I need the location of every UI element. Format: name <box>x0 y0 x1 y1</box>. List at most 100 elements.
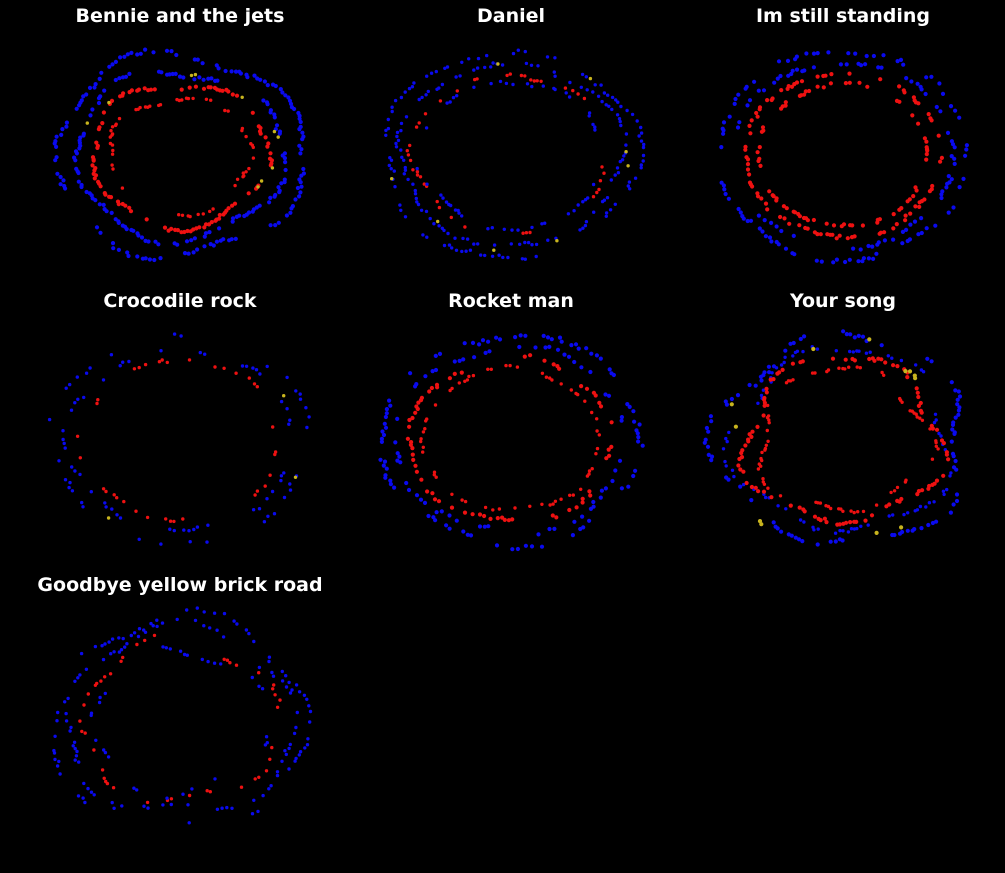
data-point-red <box>756 467 761 471</box>
data-point-red <box>152 87 157 92</box>
data-point-red <box>523 74 527 78</box>
data-point-blue <box>89 490 94 494</box>
data-point-red <box>187 358 192 362</box>
data-point-red <box>815 74 820 79</box>
data-point-blue <box>735 125 741 130</box>
data-point-red <box>930 482 935 487</box>
data-point-red <box>837 507 841 511</box>
data-point-red <box>107 194 112 199</box>
data-point-red <box>144 217 149 222</box>
data-point-blue <box>628 187 632 191</box>
data-point-blue <box>276 220 281 225</box>
data-point-red <box>206 222 212 227</box>
data-point-blue <box>416 202 421 207</box>
data-point-blue <box>64 124 69 129</box>
data-point-red <box>874 503 879 507</box>
data-point-red <box>895 498 900 503</box>
data-point-blue <box>461 236 465 241</box>
data-point-blue <box>295 185 300 191</box>
data-point-blue <box>378 457 383 462</box>
data-point-blue <box>802 334 807 339</box>
data-point-blue <box>280 759 284 763</box>
data-point-yellow <box>907 369 913 374</box>
data-point-blue <box>295 710 299 715</box>
data-point-red <box>213 218 218 223</box>
data-point-blue <box>292 731 297 736</box>
data-point-blue <box>625 402 630 407</box>
data-point-blue <box>461 357 466 362</box>
data-point-red <box>880 370 884 375</box>
data-point-blue <box>705 444 711 449</box>
data-point-blue <box>235 622 239 626</box>
data-point-blue <box>932 420 937 425</box>
data-point-blue <box>195 57 200 62</box>
data-point-blue <box>202 610 206 614</box>
data-point-blue <box>953 108 958 113</box>
data-point-red <box>908 211 913 216</box>
data-point-red <box>82 703 86 707</box>
data-point-red <box>848 223 853 228</box>
data-point-blue <box>69 408 74 412</box>
data-point-blue <box>185 608 189 612</box>
data-point-blue <box>886 354 890 358</box>
data-point-blue <box>833 531 838 535</box>
data-point-red <box>275 705 280 709</box>
data-point-blue <box>783 246 789 251</box>
data-point-blue <box>73 758 77 762</box>
data-point-blue <box>73 401 77 405</box>
data-point-blue <box>482 524 487 529</box>
data-point-blue <box>240 364 245 368</box>
data-point-blue <box>393 440 398 445</box>
data-point-blue <box>84 371 89 375</box>
data-point-blue <box>284 685 289 689</box>
data-point-blue <box>918 504 923 509</box>
panel-5: Rocket man <box>378 290 645 552</box>
data-point-blue <box>136 634 141 639</box>
data-point-red <box>602 171 606 175</box>
data-point-blue <box>215 628 219 632</box>
data-point-blue <box>606 93 610 97</box>
data-point-blue <box>957 185 962 190</box>
data-point-blue <box>460 249 464 254</box>
data-point-blue <box>206 523 210 527</box>
data-point-red <box>122 499 126 504</box>
data-point-red <box>916 394 921 400</box>
data-point-red <box>226 109 230 113</box>
data-point-red <box>780 367 785 372</box>
data-point-red <box>269 158 274 163</box>
data-point-blue <box>541 84 545 88</box>
data-point-blue <box>383 473 388 478</box>
data-point-red <box>101 110 106 115</box>
data-point-blue <box>208 242 213 247</box>
data-point-blue <box>283 749 287 753</box>
data-point-red <box>914 412 918 416</box>
data-point-blue <box>219 662 223 666</box>
data-point-red <box>869 513 875 518</box>
data-point-blue <box>518 333 523 338</box>
data-point-blue <box>254 368 259 372</box>
data-point-blue <box>857 349 861 353</box>
data-point-red <box>587 469 592 473</box>
data-point-blue <box>802 520 806 524</box>
data-point-blue <box>557 335 563 340</box>
data-point-blue <box>957 394 963 399</box>
data-point-blue <box>632 419 637 424</box>
data-point-yellow <box>85 121 90 125</box>
panel-2: Daniel <box>384 5 646 261</box>
data-point-blue <box>384 466 389 471</box>
data-point-blue <box>61 437 65 442</box>
data-point-blue <box>221 635 226 639</box>
data-point-red <box>928 427 932 431</box>
data-point-blue <box>433 353 438 358</box>
data-point-red <box>489 367 493 371</box>
data-point-red <box>841 521 846 526</box>
data-point-blue <box>270 489 275 494</box>
data-point-blue <box>879 65 884 70</box>
data-point-red <box>257 775 261 779</box>
data-point-blue <box>843 259 848 265</box>
data-point-blue <box>626 484 631 489</box>
data-point-red <box>849 509 853 513</box>
data-point-blue <box>796 537 802 542</box>
data-point-blue <box>483 253 487 258</box>
data-point-blue <box>445 65 450 69</box>
